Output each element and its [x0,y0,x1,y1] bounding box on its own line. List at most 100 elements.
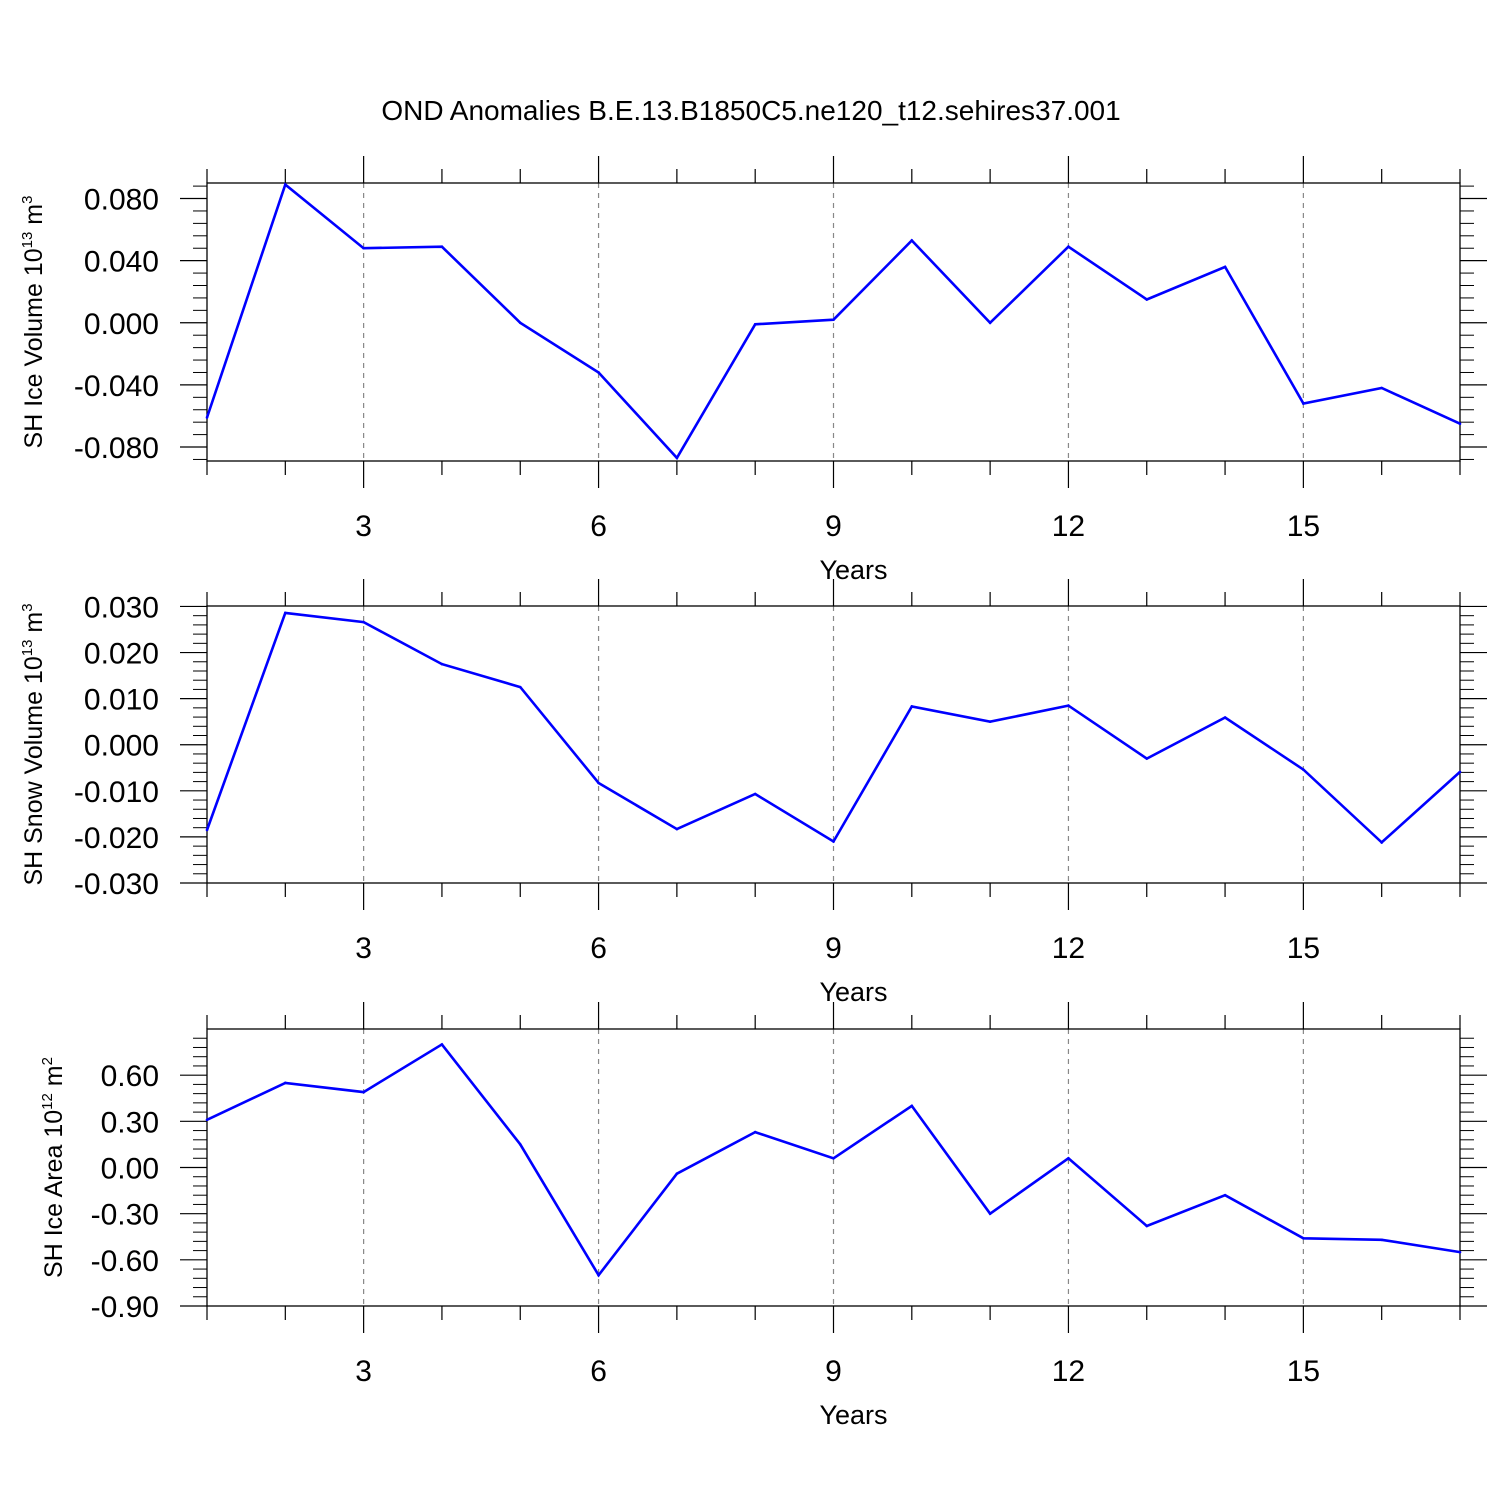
data-point-15 [1302,768,1305,771]
data-point-5 [518,321,522,325]
y-axis-label-text: SH Ice Area 10 [40,1110,68,1278]
data-point-16 [1380,1238,1383,1242]
y-axis-label-unit-exponent: 3 [19,196,36,204]
y-axis-label: SH Snow Volume 1013 m3 [19,603,48,885]
data-point-9 [832,318,835,321]
panels: 0.080 0.040 0.000 -0.040 -0.080 3 6 9 12 15 Years S… [19,156,1487,1430]
data-point-15 [1302,1236,1305,1240]
y-tick-label: -0.30 [91,1199,159,1232]
y-tick-label: 0.030 [84,591,159,624]
y-axis-label-text: SH Snow Volume 10 [20,656,48,885]
data-point-10 [910,1104,914,1108]
data-point-13 [1145,298,1149,301]
x-tick-label: 9 [825,1355,842,1388]
data-point-17 [1458,422,1462,426]
chart-panel-1: 0.080 0.040 0.000 -0.040 -0.080 3 6 9 12 15 Years S… [19,156,1487,585]
x-tick-label: 12 [1052,1355,1085,1388]
y-axis-label: SH Ice Volume 1013 m3 [19,196,48,449]
x-tick-label: 9 [825,932,842,965]
y-axis-label-text: SH Ice Volume 10 [20,248,48,448]
data-point-10 [910,705,914,708]
data-point-6 [597,1273,600,1277]
data-point-16 [1380,386,1383,390]
x-tick-label: 15 [1287,1355,1320,1388]
y-tick-label: 0.010 [84,684,159,717]
data-point-1 [205,416,209,419]
data-point-3 [362,620,365,624]
data-point-11 [988,1212,992,1215]
data-point-1 [205,828,209,832]
data-point-2 [284,183,287,186]
x-tick-label: 3 [355,510,372,543]
data-point-1 [205,1118,209,1122]
y-axis-label-exponent: 13 [19,640,36,657]
data-point-8 [753,1130,757,1134]
data-point-3 [362,1090,365,1094]
y-axis-label-unit: m [40,1065,68,1093]
y-axis-label-unit: m [20,204,48,232]
data-point-5 [518,685,522,689]
y-tick-label: -0.030 [74,868,159,901]
data-point-11 [988,720,992,723]
chart-panel-2: 0.030 0.020 0.010 0.000 -0.010 -0.020 -0.030 3 6… [19,579,1487,1007]
x-tick-label: 6 [590,1355,607,1388]
y-tick-label: 0.080 [84,184,159,217]
y-tick-label: 0.000 [84,730,159,763]
y-tick-label: -0.040 [74,370,159,403]
y-axis-label-exponent: 12 [39,1093,56,1110]
data-point-4 [440,245,444,248]
y-axis-label-unit-exponent: 3 [19,603,36,611]
data-point-7 [675,1172,679,1175]
data-point-6 [597,781,600,785]
data-point-17 [1458,770,1462,774]
x-axis-label: Years [819,1400,887,1430]
x-tick-label: 6 [590,510,607,543]
x-tick-label: 15 [1287,932,1320,965]
y-tick-label: 0.60 [101,1060,159,1093]
data-point-9 [832,840,835,843]
y-axis-label: SH Ice Area 1012 m2 [39,1057,68,1278]
x-axis-label: Years [819,555,887,585]
data-point-8 [753,792,757,796]
data-point-14 [1223,265,1227,269]
data-point-2 [284,611,287,615]
x-tick-label: 3 [355,932,372,965]
chart-panel-3: 0.60 0.30 0.00 -0.30 -0.60 -0.90 3 6 9 12 15 Years S… [39,1002,1487,1430]
data-point-4 [440,662,444,666]
y-tick-label: -0.080 [74,432,159,465]
y-tick-label: -0.020 [74,822,159,855]
data-point-7 [675,827,679,831]
data-point-8 [753,323,757,326]
data-point-12 [1067,704,1070,707]
data-point-3 [362,246,365,250]
x-axis-label: Years [819,977,887,1007]
data-point-4 [440,1043,444,1046]
y-axis-label-unit-exponent: 2 [39,1057,56,1065]
data-point-6 [597,371,600,374]
y-tick-label: 0.020 [84,638,159,671]
y-axis-label-exponent: 13 [19,232,36,249]
y-tick-label: 0.000 [84,308,159,341]
x-tick-label: 12 [1052,932,1085,965]
data-point-10 [910,239,914,242]
x-tick-label: 9 [825,510,842,543]
x-tick-label: 3 [355,1355,372,1388]
data-point-12 [1067,245,1070,248]
y-tick-label: 0.040 [84,246,159,279]
data-point-16 [1380,841,1383,844]
figure-title: OND Anomalies B.E.13.B1850C5.ne120_t12.s… [381,95,1120,126]
data-point-5 [518,1143,522,1146]
x-tick-label: 12 [1052,510,1085,543]
y-axis-label-unit: m [20,612,48,640]
data-point-14 [1223,716,1227,719]
data-point-17 [1458,1250,1462,1254]
data-point-2 [284,1081,287,1085]
y-tick-label: -0.90 [91,1291,159,1324]
x-tick-label: 15 [1287,510,1320,543]
data-point-9 [832,1156,835,1160]
data-point-14 [1223,1193,1227,1197]
data-point-15 [1302,402,1305,405]
y-tick-label: 0.30 [101,1106,159,1139]
data-point-13 [1145,757,1149,760]
data-point-13 [1145,1224,1149,1228]
